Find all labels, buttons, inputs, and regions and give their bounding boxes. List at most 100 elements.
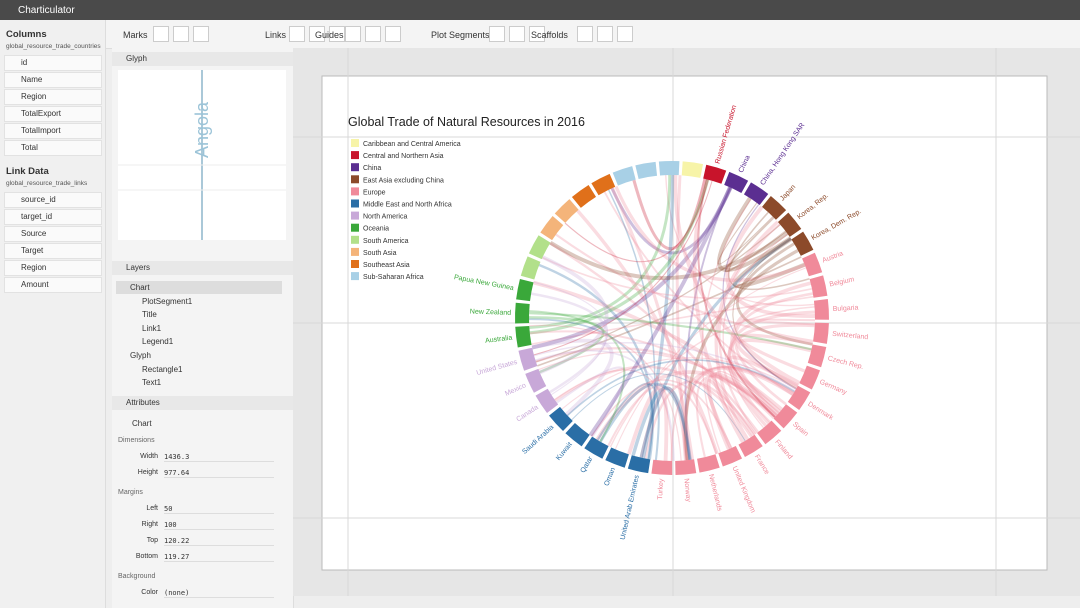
field[interactable]: target_id [4,209,102,225]
chord [706,372,778,450]
attributes-object: Chart [132,419,152,428]
layer-item[interactable]: Legend1 [142,337,174,347]
chord [531,295,814,346]
tool-button[interactable] [193,26,209,42]
chord [533,342,796,392]
tool-button[interactable] [365,26,381,42]
chord [588,186,732,437]
tool-button[interactable] [617,26,633,42]
field[interactable]: Region [4,89,102,105]
arc-segment [718,445,743,467]
layer-item[interactable]: PlotSegment1 [142,296,193,306]
legend-swatch [351,223,359,232]
legend-label: North America [363,214,407,221]
toolbar-group[interactable]: Links [265,30,287,40]
arc-segment [612,166,636,186]
node-label: Turkey [657,478,665,500]
arc-segment [762,196,787,220]
arc-segment [549,406,573,432]
tool-button[interactable] [329,26,345,42]
toolbar-group[interactable]: Guides [315,30,344,40]
canvas-area: Global Trade of Natural Resources in 201… [293,48,1080,596]
field[interactable]: Source [4,226,102,242]
tool-button[interactable] [489,26,505,42]
field[interactable]: Target [4,243,102,259]
arc-segment [627,455,651,474]
arc-segment [565,422,590,447]
chord [533,280,784,411]
layer-item[interactable]: Glyph [130,351,151,360]
attr-value[interactable]: (none) [164,589,274,598]
arc-segment [584,436,609,459]
tool-button[interactable] [509,26,525,42]
attr-value[interactable]: 977.64 [164,469,274,478]
toolbar-group[interactable]: Marks [123,30,148,40]
chord [684,366,795,461]
field[interactable]: Total [4,140,102,156]
tool-button[interactable] [173,26,189,42]
chord [704,378,755,450]
chord [727,211,810,291]
chord [549,231,789,281]
layer-item[interactable]: Chart [130,283,150,292]
arc-segment [773,404,798,429]
app-title: Charticulator [18,5,75,16]
field[interactable]: Name [4,72,102,88]
chord [564,179,709,263]
chord [733,292,814,406]
panel-header: Glyph [112,52,293,66]
field[interactable]: id [4,55,102,71]
tool-button[interactable] [597,26,613,42]
chord [682,365,795,461]
attr-value[interactable]: 120.22 [164,537,274,546]
arc-segment [697,454,720,473]
chord [641,174,675,459]
tool-button[interactable] [153,26,169,42]
field[interactable]: TotalImport [4,123,102,139]
layer-item[interactable]: Link1 [142,323,162,333]
legend-label: Oceania [363,226,389,233]
tool-button[interactable] [385,26,401,42]
toolbar-group[interactable]: Scaffolds [531,30,568,40]
tool-button[interactable] [309,26,325,42]
tool-button[interactable] [577,26,593,42]
attr-value[interactable]: 50 [164,505,274,514]
attr-label: Left [146,505,158,512]
chord [644,380,756,459]
data-panel: Columns global_resource_trade_countries id… [0,20,106,608]
field[interactable]: Region [4,260,102,276]
arc-segment [518,347,538,371]
field[interactable]: source_id [4,192,102,208]
arc-segment [554,199,579,223]
node-label: Bulgaria [833,305,859,313]
chord [665,175,815,307]
attr-label: Color [141,589,158,596]
attr-value[interactable]: 100 [164,521,274,530]
layer-item[interactable]: Text1 [142,378,162,388]
chord [542,256,813,300]
chord [728,310,815,425]
arc-segment [681,161,704,178]
tool-button[interactable] [345,26,361,42]
field[interactable]: Amount [4,277,102,293]
section-title: Link Data [6,166,49,177]
attr-value[interactable]: 119.27 [164,553,274,562]
attr-value[interactable]: 1436.3 [164,453,274,462]
field[interactable]: TotalExport [4,106,102,122]
chord [596,382,660,461]
arc-segment [515,326,532,348]
arc-segment [515,302,530,324]
arc-segment [813,322,829,344]
toolbar-group[interactable]: Plot Segments [431,30,490,40]
tool-button[interactable] [529,26,545,42]
legend-swatch [351,187,359,196]
legend-swatch [351,272,359,281]
layer-item[interactable]: Rectangle1 [142,364,183,374]
arc-segment [757,420,782,445]
chord [695,375,775,458]
chord [675,175,689,461]
layer-item[interactable]: Title [142,310,157,320]
chord [714,220,779,441]
tool-button[interactable] [289,26,305,42]
